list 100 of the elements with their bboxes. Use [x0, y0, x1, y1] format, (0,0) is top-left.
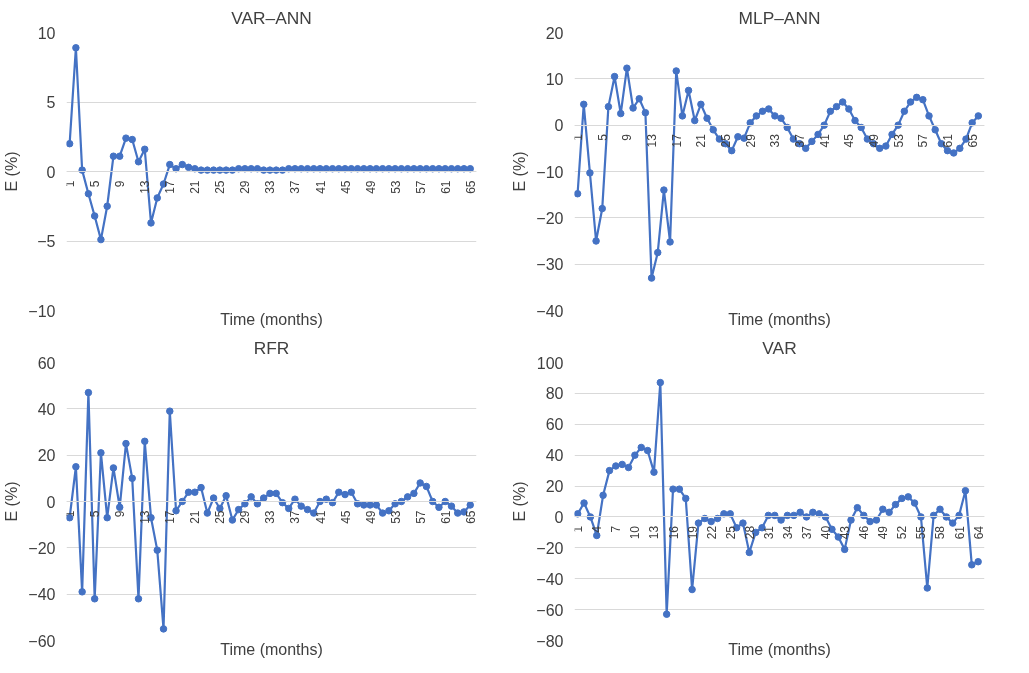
- x-tick-label: 5: [595, 133, 610, 141]
- x-tick-label: 29: [238, 180, 253, 194]
- x-tick-label: 53: [891, 133, 906, 148]
- x-tick-label: 16: [666, 525, 681, 540]
- x-tick-label: 41: [817, 133, 832, 148]
- x-tick-label: 65: [463, 510, 478, 524]
- x-tick-label: 57: [916, 133, 931, 148]
- x-tick-label: 9: [620, 133, 635, 141]
- y-axis-title: E (%): [511, 481, 529, 522]
- y-tick-label: 20: [545, 478, 564, 496]
- x-tick-label: 9: [113, 180, 128, 188]
- chart-title: VAR: [762, 337, 797, 358]
- x-tick-label: 29: [238, 510, 253, 524]
- y-tick-label: −60: [536, 601, 564, 619]
- chart-title: VAR–ANN: [231, 7, 312, 28]
- y-tick-label: 0: [554, 508, 564, 526]
- x-tick-label: 21: [188, 510, 203, 524]
- y-tick-label: −30: [536, 256, 564, 274]
- y-tick-label: −20: [28, 539, 56, 557]
- chart-title: MLP–ANN: [738, 7, 821, 28]
- y-axis-title: E (%): [3, 481, 21, 522]
- x-tick-label: 49: [363, 510, 378, 524]
- y-tick-label: 40: [37, 400, 56, 418]
- x-axis-title: Time (months): [728, 310, 831, 328]
- x-tick-label: 49: [363, 180, 378, 194]
- y-tick-label: −10: [28, 302, 56, 320]
- y-tick-label: 0: [46, 163, 56, 181]
- x-tick-label: 31: [761, 525, 776, 540]
- y-tick-label: −40: [28, 586, 56, 604]
- x-tick-label: 25: [723, 525, 738, 540]
- y-tick-label: −20: [536, 209, 564, 227]
- y-axis-title: E (%): [3, 151, 21, 192]
- x-tick-label: 13: [138, 180, 153, 194]
- chart-title: RFR: [253, 337, 290, 358]
- x-tick-label: 33: [768, 133, 783, 148]
- x-tick-label: 17: [669, 133, 684, 148]
- x-tick-label: 65: [463, 180, 478, 194]
- x-tick-label: 61: [438, 180, 453, 194]
- x-tick-label: 49: [876, 525, 891, 540]
- y-tick-label: −80: [536, 632, 564, 650]
- x-tick-label: 45: [338, 180, 353, 194]
- x-tick-label: 13: [645, 133, 660, 148]
- x-tick-label: 28: [742, 525, 757, 540]
- y-tick-label: 0: [46, 493, 56, 511]
- x-tick-label: 5: [88, 510, 103, 518]
- y-tick-label: −60: [28, 632, 56, 650]
- x-tick-label: 45: [842, 133, 857, 148]
- x-tick-label: 17: [163, 180, 178, 194]
- x-tick-label: 13: [138, 510, 153, 524]
- x-tick-label: 19: [685, 525, 700, 540]
- x-tick-label: 22: [704, 525, 719, 540]
- x-axis-title: Time (months): [220, 640, 323, 658]
- x-tick-label: 29: [743, 133, 758, 148]
- x-tick-label: 25: [719, 133, 734, 148]
- y-tick-label: 20: [37, 447, 56, 465]
- x-axis-title: Time (months): [220, 310, 323, 328]
- x-tick-label: 61: [941, 133, 956, 148]
- x-tick-label: 57: [413, 510, 428, 524]
- x-tick-label: 7: [609, 525, 624, 533]
- x-tick-label: 41: [313, 510, 328, 524]
- x-tick-label: 37: [288, 510, 303, 524]
- x-tick-label: 41: [313, 180, 328, 194]
- x-tick-label: 58: [933, 525, 948, 540]
- x-tick-label: 25: [213, 510, 228, 524]
- y-tick-label: 40: [545, 447, 564, 465]
- y-tick-label: 20: [545, 24, 564, 42]
- x-tick-label: 57: [413, 180, 428, 194]
- x-tick-label: 37: [288, 180, 303, 194]
- y-tick-label: 5: [46, 94, 56, 111]
- x-tick-label: 40: [819, 525, 834, 540]
- y-tick-label: 80: [545, 385, 564, 403]
- x-tick-label: 53: [388, 180, 403, 194]
- x-tick-label: 61: [438, 510, 453, 524]
- y-tick-label: 100: [536, 354, 564, 372]
- x-tick-label: 4: [590, 525, 605, 533]
- y-tick-label: 60: [545, 416, 564, 434]
- x-tick-label: 52: [895, 525, 910, 540]
- y-tick-label: 60: [37, 354, 56, 372]
- x-tick-label: 25: [213, 180, 228, 194]
- y-tick-label: 10: [545, 70, 564, 88]
- x-tick-label: 9: [113, 510, 128, 518]
- x-tick-label: 61: [952, 525, 967, 540]
- y-tick-label: −5: [37, 233, 56, 250]
- x-tick-label: 21: [694, 133, 709, 148]
- x-tick-label: 5: [88, 180, 103, 188]
- x-tick-label: 46: [857, 525, 872, 540]
- y-tick-label: 0: [554, 117, 564, 135]
- x-tick-label: 33: [263, 180, 278, 194]
- x-tick-label: 13: [647, 525, 662, 540]
- y-tick-label: −10: [536, 163, 564, 181]
- x-tick-label: 45: [338, 510, 353, 524]
- x-tick-label: 55: [914, 525, 929, 540]
- x-axis-title: Time (months): [728, 640, 831, 658]
- x-tick-label: 49: [867, 133, 882, 148]
- x-tick-label: 43: [838, 525, 853, 540]
- y-tick-label: −40: [536, 570, 564, 588]
- x-tick-label: 21: [188, 180, 203, 194]
- x-tick-label: 17: [163, 510, 178, 524]
- x-tick-label: 37: [793, 133, 808, 148]
- x-tick-label: 64: [971, 525, 986, 540]
